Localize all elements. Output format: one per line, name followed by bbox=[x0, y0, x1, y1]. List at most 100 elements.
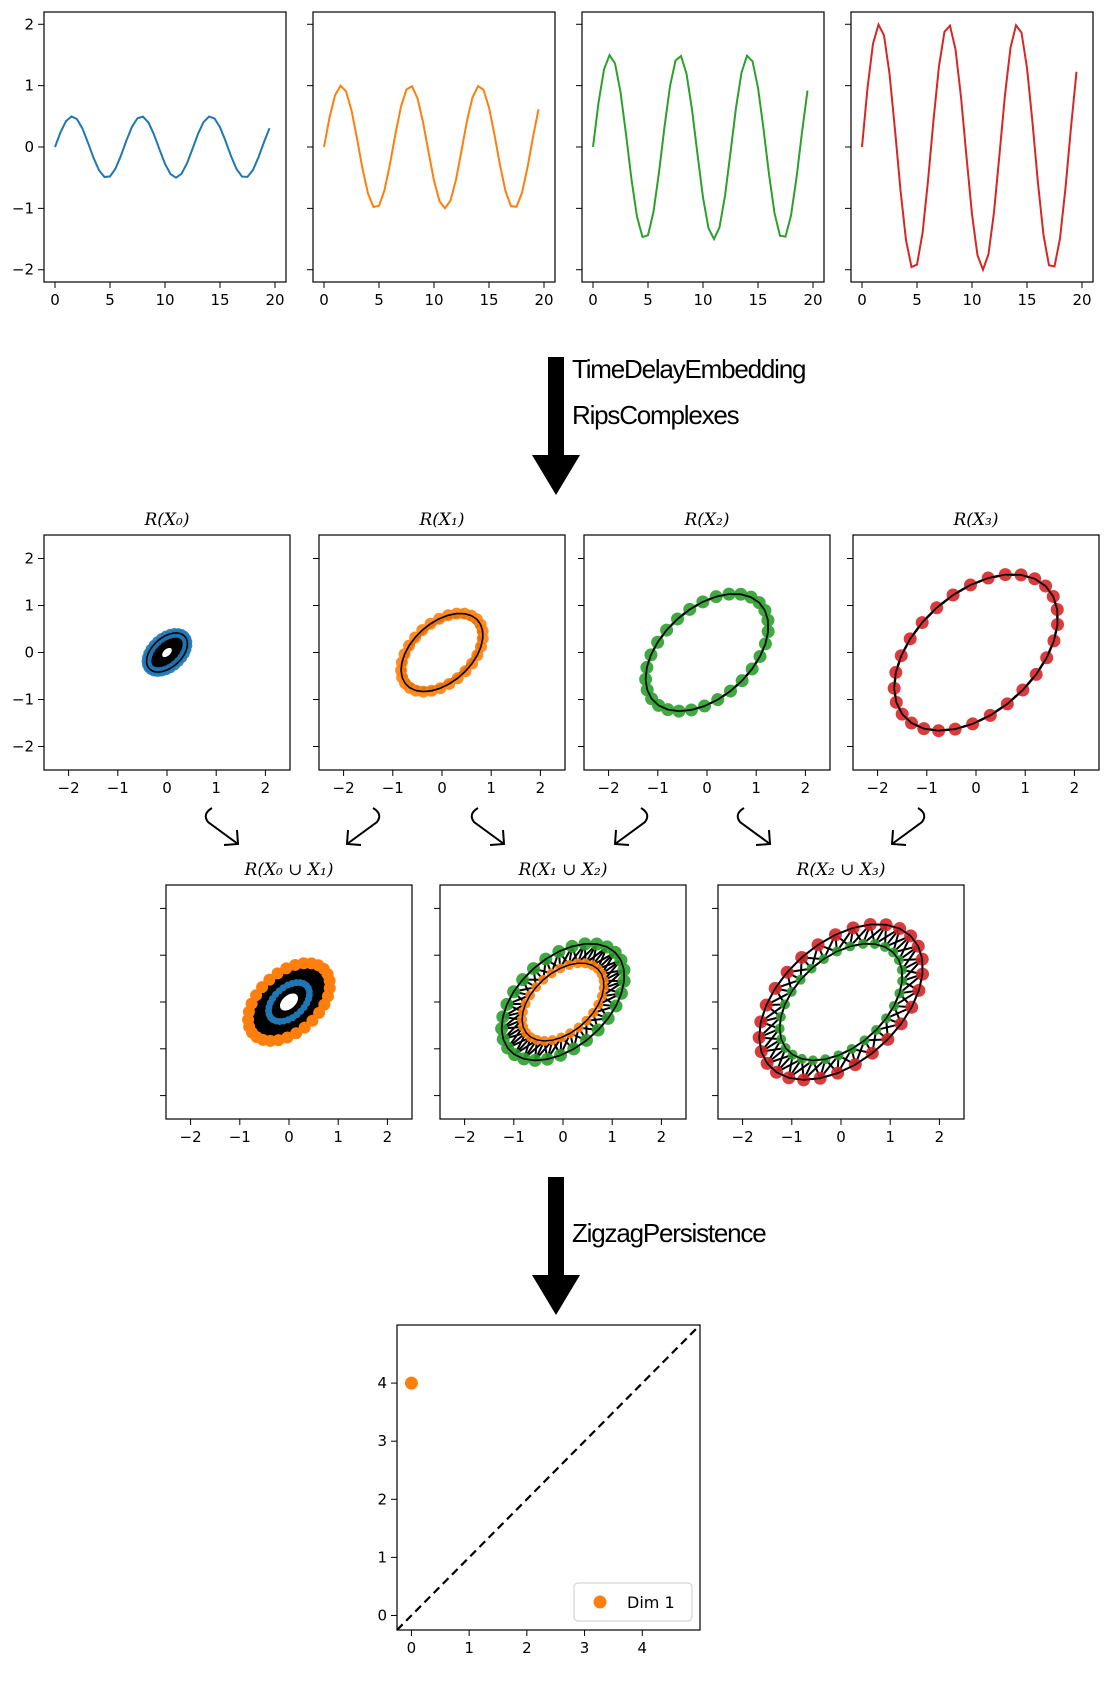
union-complex-panel: R(X₀ ∪ X₁) −2 −1 0 1 2 bbox=[160, 860, 413, 1146]
curved-arrow-shaft bbox=[736, 807, 771, 845]
simplex-edge bbox=[911, 722, 925, 730]
simplex-edge bbox=[479, 624, 484, 632]
x-tick-label: 2 bbox=[1070, 779, 1080, 797]
axes-frame bbox=[583, 534, 831, 771]
x-tick-label: −2 bbox=[454, 1128, 476, 1146]
x-tick-label: −1 bbox=[107, 779, 129, 797]
simplex-edge bbox=[853, 923, 871, 929]
x-tick-label: 1 bbox=[751, 779, 761, 797]
x-tick-label: −2 bbox=[598, 779, 620, 797]
simplex-edge bbox=[765, 988, 776, 1006]
curved-arrow-shaft bbox=[204, 807, 239, 845]
simplex-edge bbox=[825, 1054, 839, 1060]
time-series-panel: 0 5 10 15 20 −2 −1 0 1 2 bbox=[12, 11, 287, 309]
axes-frame bbox=[43, 534, 291, 771]
diagonal-line bbox=[396, 1324, 701, 1631]
simplex-edge bbox=[523, 1058, 536, 1062]
simplex-edge bbox=[887, 1023, 902, 1040]
simplex-edge bbox=[403, 645, 410, 655]
simplex-edge bbox=[601, 987, 605, 997]
simplex-edge bbox=[751, 656, 761, 670]
simplex-edge bbox=[899, 927, 912, 937]
simplex-edge bbox=[759, 643, 767, 657]
simplex-edge bbox=[786, 956, 803, 973]
union-complex-panel: R(X₂ ∪ X₃) −2 −1 0 1 2 bbox=[712, 860, 965, 1146]
simplex-edge bbox=[431, 687, 441, 692]
panel-title: R(X₃) bbox=[953, 510, 999, 530]
x-tick-label: −1 bbox=[229, 1128, 251, 1146]
simplex-edge bbox=[448, 677, 459, 685]
x-tick-label: 1 bbox=[464, 1639, 474, 1657]
axes-frame bbox=[312, 11, 556, 283]
curved-arrow-shaft bbox=[470, 807, 505, 845]
simplex-edge bbox=[760, 1004, 768, 1023]
y-tick-label: 4 bbox=[377, 1374, 387, 1392]
x-tick-label: 0 bbox=[588, 291, 598, 309]
series-line bbox=[323, 84, 540, 211]
simplex-edge bbox=[689, 601, 704, 611]
rips-complex-panel: R(X₀) −2 −1 0 1 2 −2 −1 0 1 2 bbox=[12, 510, 291, 797]
y-tick-label: 0 bbox=[24, 644, 34, 662]
simplex-edge bbox=[758, 1021, 762, 1038]
series-line bbox=[861, 21, 1078, 273]
simplex-edge bbox=[522, 1026, 527, 1033]
x-tick-label: 10 bbox=[155, 291, 174, 309]
simplex-edge bbox=[764, 631, 769, 644]
simplex-edge bbox=[898, 980, 903, 994]
simplex-edge bbox=[893, 672, 897, 689]
simplex-edge bbox=[408, 637, 416, 647]
simplex-edge bbox=[760, 1051, 768, 1064]
simplex-edge bbox=[530, 1036, 538, 1041]
simplex-edge bbox=[185, 645, 189, 650]
simplex-edge bbox=[585, 1012, 594, 1022]
sample-point bbox=[298, 1021, 311, 1034]
simplex-edge bbox=[183, 635, 187, 639]
simplex-edge bbox=[578, 1020, 587, 1029]
simplex-edge bbox=[152, 640, 158, 646]
simplex-edge bbox=[893, 688, 898, 703]
simplex-edge bbox=[571, 943, 586, 948]
simplex-edge bbox=[147, 667, 152, 671]
simplex-edge bbox=[1034, 578, 1047, 587]
simplex-edge bbox=[160, 634, 167, 639]
zigzag-inclusion-arrows bbox=[204, 807, 926, 846]
simplex-edge bbox=[898, 959, 903, 971]
simplex-edge bbox=[597, 995, 603, 1005]
simplex-edge bbox=[620, 959, 625, 971]
simplex-edge bbox=[500, 1028, 505, 1040]
embedding-label-line1: TimeDelayEmbedding bbox=[572, 354, 805, 384]
axes-frame bbox=[439, 884, 687, 1120]
axes-frame bbox=[318, 534, 566, 771]
simplex-edge bbox=[1045, 640, 1055, 659]
simplex-edge bbox=[791, 979, 802, 993]
simplex-edge bbox=[921, 607, 938, 624]
persistence-diagram: 0 1 2 3 4 0 1 2 3 4 Dim 1 bbox=[377, 1324, 701, 1657]
simplex-edge bbox=[558, 945, 573, 953]
simplex-edge bbox=[758, 602, 766, 611]
x-tick-label: 5 bbox=[912, 291, 922, 309]
simplex-edge bbox=[895, 655, 903, 673]
filled-complex bbox=[248, 963, 330, 1041]
time-series-panel: 0 5 10 15 20 bbox=[576, 11, 825, 309]
simplex-edge bbox=[606, 946, 616, 954]
x-tick-label: 4 bbox=[638, 1639, 648, 1657]
simplex-edge bbox=[480, 638, 484, 647]
panel-title: R(X₀ ∪ X₁) bbox=[244, 860, 334, 880]
simplex-edge bbox=[521, 1019, 524, 1027]
x-tick-label: −1 bbox=[503, 1128, 525, 1146]
simplex-edge bbox=[892, 951, 900, 961]
x-tick-label: −2 bbox=[867, 779, 889, 797]
x-tick-label: 2 bbox=[383, 1128, 393, 1146]
y-tick-label: −2 bbox=[12, 738, 34, 756]
simplex-edge bbox=[909, 622, 923, 640]
simplex-edge bbox=[178, 632, 182, 635]
simplex-edge bbox=[1044, 585, 1054, 597]
simplex-edge bbox=[147, 648, 152, 654]
simplex-edge bbox=[568, 962, 578, 966]
legend-marker bbox=[593, 1595, 607, 1609]
axes-frame bbox=[717, 884, 965, 1120]
panel-title: R(X₀) bbox=[144, 510, 190, 530]
simplex-edge bbox=[803, 1077, 821, 1081]
simplex-edge bbox=[535, 979, 544, 988]
